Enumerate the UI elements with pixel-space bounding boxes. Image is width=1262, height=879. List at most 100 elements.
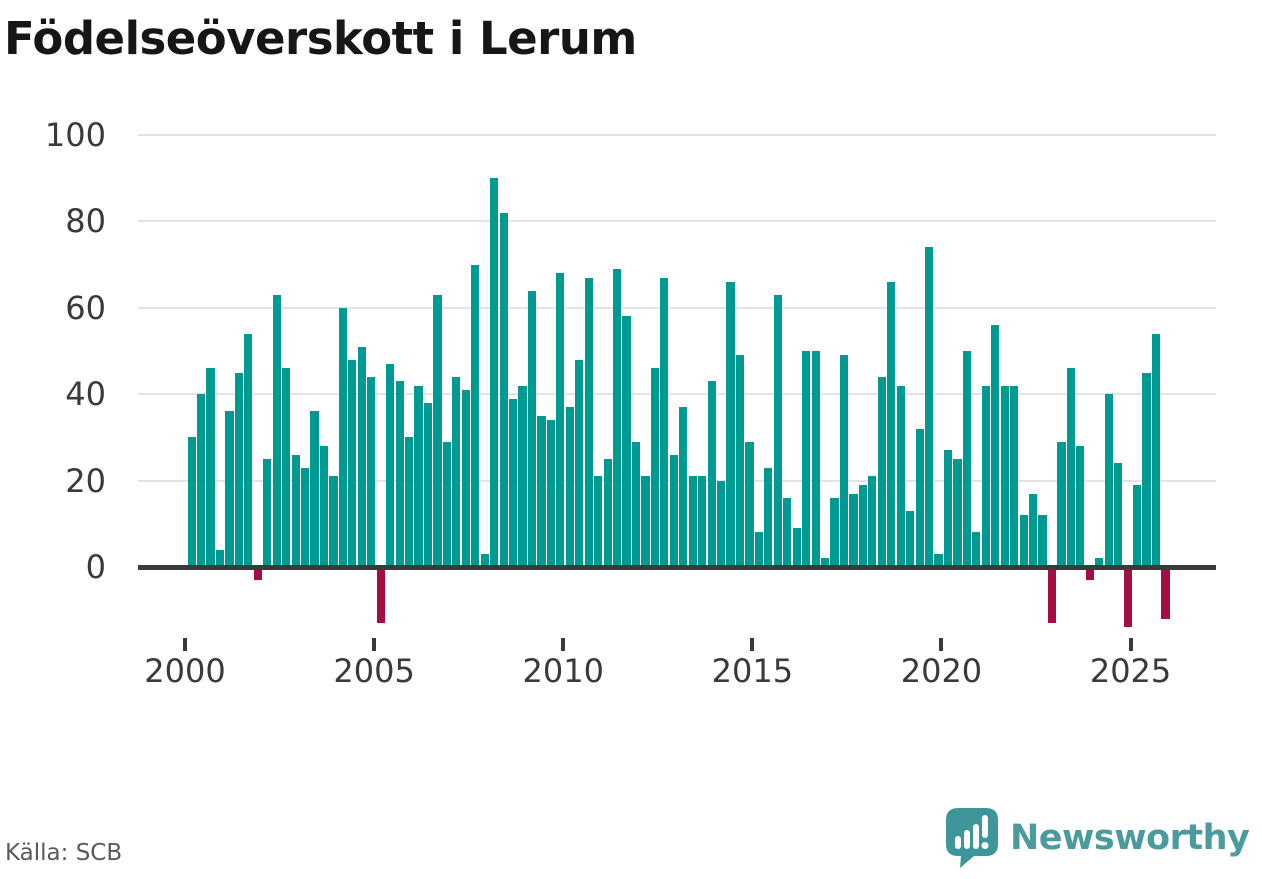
bar-2020-q3: [962, 351, 972, 567]
bar-2019-q4: [934, 554, 943, 567]
bar-2012-q1: [641, 476, 650, 567]
x-tick-2010: [561, 638, 566, 651]
bar-2006-q1: [414, 385, 423, 567]
bar-2022-q3: [1038, 515, 1047, 567]
bar-2000-q4: [215, 549, 225, 567]
bar-2003-q4: [329, 476, 338, 567]
bar-2005-q2: [386, 363, 395, 567]
bar-2019-q3: [925, 247, 934, 567]
bar-2008-q1: [490, 178, 499, 567]
bar-2008-q2: [499, 212, 508, 567]
bar-2021-q2: [991, 325, 1000, 567]
bar-2002-q3: [282, 368, 291, 567]
bar-2009-q3: [546, 420, 555, 567]
bar-2013-q2: [688, 476, 697, 567]
bar-2014-q3: [735, 355, 745, 567]
bar-2007-q1: [452, 376, 461, 567]
bar-2006-q2: [423, 402, 433, 567]
bar-2010-q4: [594, 476, 603, 567]
bar-2002-q2: [272, 294, 281, 567]
bar-2018-q3: [887, 281, 896, 567]
bar-2010-q3: [584, 277, 593, 567]
bar-2000-q2: [196, 394, 206, 567]
bar-2007-q3: [471, 264, 480, 567]
bar-2001-q1: [225, 411, 234, 567]
bar-2017-q1: [830, 497, 839, 567]
bar-2004-q2: [348, 359, 357, 567]
bar-2007-q4: [480, 554, 489, 567]
x-tick-label-2025: 2025: [1089, 652, 1172, 690]
x-tick-2020: [939, 638, 944, 651]
bar-2008-q4: [518, 385, 527, 567]
bar-2025-q1: [1133, 484, 1142, 567]
bar-2007-q2: [461, 389, 470, 567]
bar-2021-q1: [981, 385, 990, 567]
bar-2013-q1: [679, 407, 688, 567]
bar-2010-q1: [565, 407, 574, 567]
y-axis-label-20: 20: [65, 461, 106, 500]
bar-2001-q4: [253, 567, 262, 580]
bar-2010-q2: [575, 359, 584, 567]
x-tick-2005: [372, 638, 377, 651]
gridline-100: [138, 134, 1216, 136]
bar-2002-q1: [263, 459, 272, 567]
bar-2024-q2: [1104, 394, 1113, 567]
bar-2023-q1: [1057, 441, 1066, 567]
bar-2014-q2: [726, 281, 735, 567]
bar-2020-q2: [953, 459, 962, 567]
bar-2011-q1: [603, 459, 612, 567]
bar-2015-q1: [754, 532, 763, 567]
bar-2024-q4: [1123, 567, 1132, 628]
newsworthy-logo-icon: [946, 808, 998, 868]
bar-2023-q4: [1085, 567, 1094, 580]
bar-2006-q3: [433, 294, 442, 567]
bar-2020-q1: [943, 450, 953, 567]
bar-2008-q3: [508, 398, 518, 567]
bar-2015-q4: [783, 497, 792, 567]
bar-2000-q3: [206, 368, 215, 567]
bar-2018-q4: [896, 385, 905, 567]
bar-2018-q2: [877, 376, 886, 567]
bar-2009-q4: [556, 273, 565, 567]
x-tick-label-2005: 2005: [333, 652, 415, 690]
bar-2023-q3: [1076, 446, 1085, 567]
bar-2019-q2: [915, 428, 924, 567]
gridline-80: [138, 220, 1216, 223]
x-tick-label-2015: 2015: [711, 652, 794, 690]
bar-2017-q2: [839, 355, 849, 567]
x-axis-line: [138, 564, 1216, 570]
bar-2005-q1: [376, 567, 385, 624]
bar-2012-q4: [669, 454, 678, 567]
bar-2001-q3: [244, 333, 253, 567]
bar-2017-q3: [849, 493, 858, 567]
bar-2020-q4: [972, 532, 981, 567]
bar-2017-q4: [858, 484, 868, 567]
x-tick-label-2000: 2000: [144, 652, 226, 690]
bar-2022-q4: [1047, 567, 1057, 624]
bar-2004-q3: [357, 346, 366, 567]
x-tick-2000: [183, 638, 187, 651]
y-axis-label-40: 40: [65, 375, 106, 414]
y-axis-label-0: 0: [85, 548, 106, 586]
bar-2000-q1: [187, 437, 196, 567]
bar-2023-q2: [1066, 368, 1076, 567]
bar-2003-q2: [310, 411, 319, 567]
bar-2004-q4: [367, 376, 376, 567]
x-tick-2025: [1128, 638, 1133, 651]
bar-2013-q4: [707, 381, 716, 567]
bar-2003-q3: [319, 446, 329, 567]
bar-2024-q1: [1095, 558, 1104, 567]
bar-2005-q4: [404, 437, 414, 567]
newsworthy-logo-text: Newsworthy: [1010, 818, 1250, 858]
bar-2006-q4: [442, 441, 451, 567]
page-title: Födelseöverskott i Lerum: [4, 12, 637, 65]
bar-2021-q4: [1010, 385, 1019, 567]
x-tick-2015: [750, 638, 755, 651]
bar-2019-q1: [906, 510, 915, 567]
bar-2013-q3: [698, 476, 707, 567]
bar-2011-q2: [612, 268, 622, 567]
bar-2016-q1: [792, 528, 801, 567]
bar-2014-q4: [745, 441, 754, 567]
bar-2004-q1: [338, 307, 347, 567]
newsworthy-logo: Newsworthy: [946, 808, 1250, 868]
